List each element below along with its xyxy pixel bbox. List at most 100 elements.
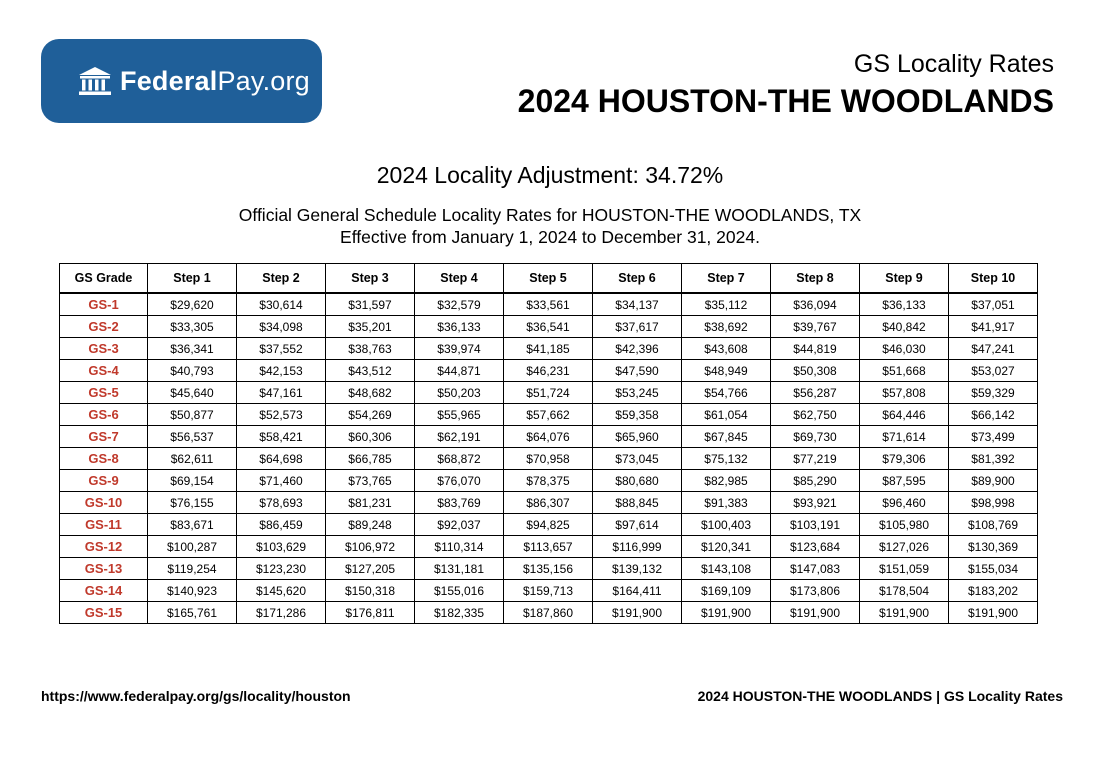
grade-cell: GS-15 [59, 601, 148, 624]
rate-cell: $139,132 [592, 557, 682, 580]
locality-adjustment: 2024 Locality Adjustment: 34.72% [376, 162, 724, 188]
rate-cell: $123,230 [236, 557, 326, 580]
rate-cell: $191,900 [592, 601, 682, 624]
rate-cell: $56,537 [147, 425, 237, 448]
rate-cell: $88,845 [592, 491, 682, 514]
rate-cell: $73,499 [948, 425, 1038, 448]
rate-cell: $35,201 [325, 315, 415, 338]
header-step-3: Step 3 [325, 263, 415, 294]
rate-cell: $55,965 [414, 403, 504, 426]
rate-cell: $52,573 [236, 403, 326, 426]
rate-cell: $145,620 [236, 579, 326, 602]
table-header: GS Grade Step 1 Step 2 Step 3 Step 4 Step 5 St… [59, 263, 1038, 294]
rate-cell: $103,629 [236, 535, 326, 558]
table-row: GS-4 $40,793 $42,153 $43,512 $44,871 $46,231 $… [59, 359, 1038, 382]
rate-cell: $119,254 [147, 557, 237, 580]
schedule-description: Official General Schedule Locality Rates… [0, 204, 1100, 248]
rate-cell: $36,133 [859, 292, 949, 316]
rate-cell: $59,358 [592, 403, 682, 426]
rate-cell: $127,026 [859, 535, 949, 558]
rate-cell: $151,059 [859, 557, 949, 580]
rate-cell: $40,793 [147, 359, 237, 382]
rate-cell: $40,842 [859, 315, 949, 338]
footer-url[interactable]: https://www.federalpay.org/gs/locality/h… [41, 688, 351, 704]
rate-cell: $44,819 [770, 337, 860, 360]
rate-cell: $62,191 [414, 425, 504, 448]
header-step-10: Step 10 [948, 263, 1038, 294]
rate-cell: $155,016 [414, 579, 504, 602]
rate-cell: $81,231 [325, 491, 415, 514]
rate-cell: $57,808 [859, 381, 949, 404]
grade-cell: GS-9 [59, 469, 148, 492]
rate-cell: $42,153 [236, 359, 326, 382]
table-row: GS-14 $140,923 $145,620 $150,318 $155,016 $15… [59, 579, 1038, 602]
rate-cell: $54,766 [681, 381, 771, 404]
rate-cell: $65,960 [592, 425, 682, 448]
rate-cell: $116,999 [592, 535, 682, 558]
rate-cell: $50,877 [147, 403, 237, 426]
header-step-8: Step 8 [770, 263, 860, 294]
rate-cell: $155,034 [948, 557, 1038, 580]
rate-cell: $47,241 [948, 337, 1038, 360]
rate-cell: $178,504 [859, 579, 949, 602]
rate-cell: $191,900 [770, 601, 860, 624]
table-row: GS-9 $69,154 $71,460 $73,765 $76,070 $78,375 $… [59, 469, 1038, 492]
description-line-2: Effective from January 1, 2024 to Decemb… [340, 227, 760, 247]
table-row: GS-6 $50,877 $52,573 $54,269 $55,965 $57,662 $… [59, 403, 1038, 426]
rate-cell: $123,684 [770, 535, 860, 558]
rate-cell: $171,286 [236, 601, 326, 624]
rate-cell: $67,845 [681, 425, 771, 448]
rate-cell: $183,202 [948, 579, 1038, 602]
rate-cell: $51,668 [859, 359, 949, 382]
rate-cell: $37,051 [948, 292, 1038, 316]
header-gs-grade: GS Grade [59, 263, 148, 294]
grade-cell: GS-3 [59, 337, 148, 360]
rate-cell: $147,083 [770, 557, 860, 580]
rate-cell: $150,318 [325, 579, 415, 602]
rate-cell: $39,974 [414, 337, 504, 360]
rate-cell: $39,767 [770, 315, 860, 338]
rate-cell: $71,460 [236, 469, 326, 492]
rate-cell: $58,421 [236, 425, 326, 448]
rate-cell: $66,785 [325, 447, 415, 470]
rate-cell: $80,680 [592, 469, 682, 492]
table-row: GS-3 $36,341 $37,552 $38,763 $39,974 $41,185 $… [59, 337, 1038, 360]
rate-cell: $56,287 [770, 381, 860, 404]
rate-cell: $191,900 [859, 601, 949, 624]
rate-cell: $75,132 [681, 447, 771, 470]
rate-cell: $34,098 [236, 315, 326, 338]
rate-cell: $33,561 [503, 292, 593, 316]
rate-cell: $131,181 [414, 557, 504, 580]
rate-cell: $85,290 [770, 469, 860, 492]
rate-cell: $76,070 [414, 469, 504, 492]
rate-cell: $30,614 [236, 292, 326, 316]
rate-cell: $89,900 [948, 469, 1038, 492]
rate-cell: $47,161 [236, 381, 326, 404]
grade-cell: GS-8 [59, 447, 148, 470]
header-step-9: Step 9 [859, 263, 949, 294]
table-row: GS-7 $56,537 $58,421 $60,306 $62,191 $64,076 $… [59, 425, 1038, 448]
rate-cell: $51,724 [503, 381, 593, 404]
rate-cell: $83,671 [147, 513, 237, 536]
rate-cell: $120,341 [681, 535, 771, 558]
rate-cell: $105,980 [859, 513, 949, 536]
rate-cell: $191,900 [681, 601, 771, 624]
rate-cell: $82,985 [681, 469, 771, 492]
rate-cell: $71,614 [859, 425, 949, 448]
table-row: GS-2 $33,305 $34,098 $35,201 $36,133 $36,541 $… [59, 315, 1038, 338]
logo-wordmark: FederalPay.org [120, 65, 310, 96]
rate-cell: $173,806 [770, 579, 860, 602]
rate-cell: $69,154 [147, 469, 237, 492]
rate-cell: $54,269 [325, 403, 415, 426]
table-row: GS-1 $29,620 $30,614 $31,597 $32,579 $33,561 $… [59, 292, 1038, 316]
rate-cell: $43,512 [325, 359, 415, 382]
rate-cell: $64,446 [859, 403, 949, 426]
grade-cell: GS-14 [59, 579, 148, 602]
rate-cell: $108,769 [948, 513, 1038, 536]
grade-cell: GS-7 [59, 425, 148, 448]
rate-cell: $103,191 [770, 513, 860, 536]
rate-cell: $100,287 [147, 535, 237, 558]
rate-cell: $32,579 [414, 292, 504, 316]
rate-cell: $191,900 [948, 601, 1038, 624]
page-title: 2024 HOUSTON-THE WOODLANDS [517, 83, 1054, 119]
